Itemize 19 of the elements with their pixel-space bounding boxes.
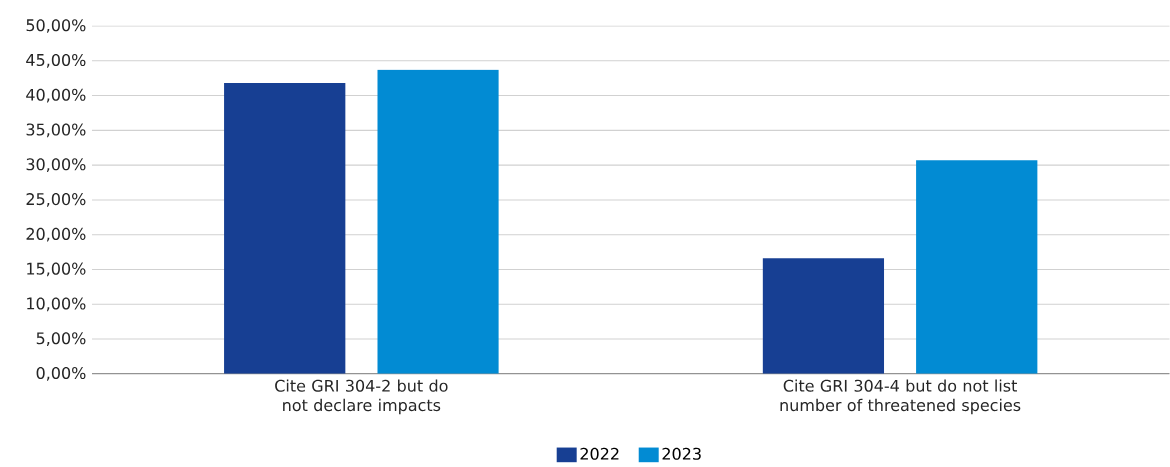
y-tick-label: 20,00% xyxy=(26,227,86,242)
y-tick-label: 35,00% xyxy=(26,123,86,138)
bar xyxy=(224,82,346,374)
legend-label: 2023 xyxy=(662,447,701,460)
y-tick-label: 10,00% xyxy=(27,297,86,311)
y-tick-label: 40,00% xyxy=(26,88,86,103)
y-tick-label: 0,00% xyxy=(36,366,86,381)
y-tick-label: 25,00% xyxy=(26,192,86,207)
legend-label: 2022 xyxy=(580,447,619,460)
y-tick-label: 30,00% xyxy=(26,158,86,172)
y-tick-label: 50,00% xyxy=(26,18,86,33)
bar xyxy=(377,69,499,374)
x-tick-label: Cite GRI 304-2 but do not declare impacts xyxy=(275,379,448,415)
y-tick-label: 5,00% xyxy=(36,332,86,346)
y-tick-label: 15,00% xyxy=(27,262,86,277)
y-tick-label: 45,00% xyxy=(26,53,86,68)
bar xyxy=(916,160,1038,374)
bar xyxy=(762,258,885,374)
x-tick-label: Cite GRI 304-4 but do not list number of threatened species xyxy=(780,379,1021,415)
